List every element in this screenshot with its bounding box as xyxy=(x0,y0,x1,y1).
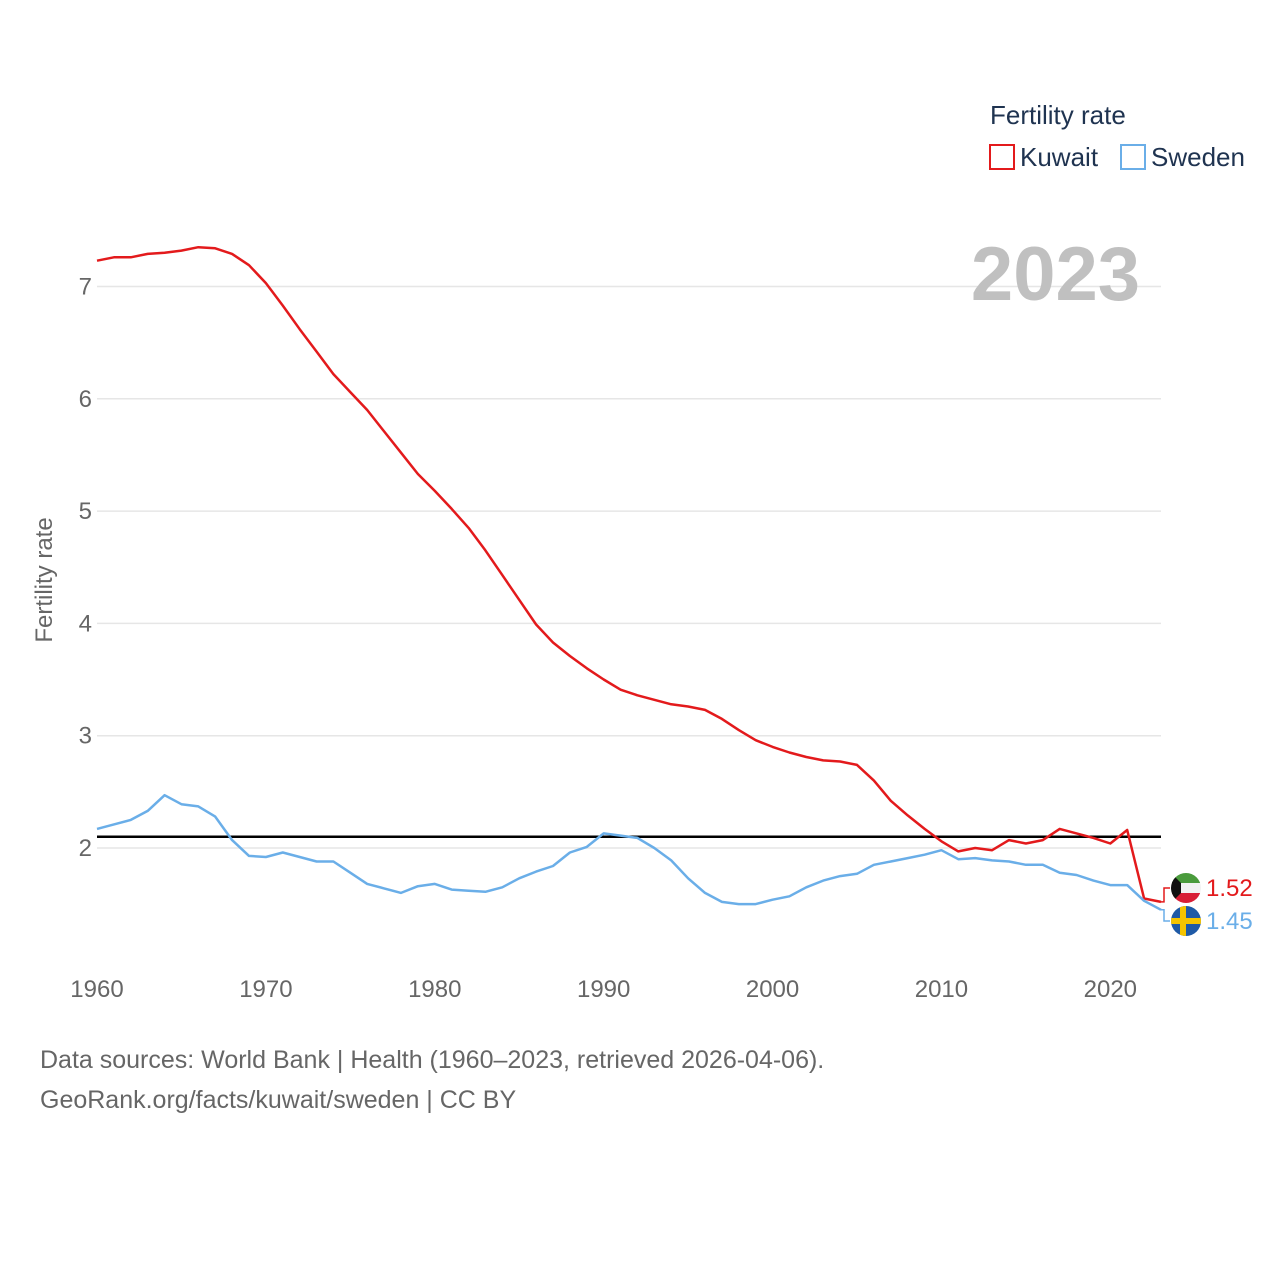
legend-item-sweden[interactable]: Sweden xyxy=(1120,142,1245,172)
x-tick-label: 1980 xyxy=(408,976,461,1003)
series-line-kuwait[interactable] xyxy=(96,245,1162,904)
y-tick-label: 7 xyxy=(79,274,92,301)
y-tick-label: 5 xyxy=(79,498,92,525)
end-value-label-sweden: 1.45 xyxy=(1206,908,1253,935)
end-value-label-kuwait: 1.52 xyxy=(1206,875,1253,902)
x-tick-label: 1960 xyxy=(70,976,123,1003)
y-tick-label: 3 xyxy=(79,723,92,750)
attribution-line[interactable]: GeoRank.org/facts/kuwait/sweden | CC BY xyxy=(40,1086,517,1114)
legend-title: Fertility rate xyxy=(990,100,1126,130)
y-axis-ticks: 2 3 4 5 6 7 xyxy=(79,274,92,863)
source-note: Data sources: World Bank | Health (1960–… xyxy=(40,1040,824,1120)
end-connector-sweden xyxy=(1161,909,1170,922)
end-labels: 1.52 1.45 xyxy=(1161,873,1253,936)
gridlines xyxy=(97,285,1161,849)
y-tick-label: 4 xyxy=(79,610,92,637)
source-line: Data sources: World Bank | Health (1960–… xyxy=(40,1046,825,1074)
legend-swatch-kuwait xyxy=(989,144,1015,170)
x-tick-label: 1990 xyxy=(577,976,630,1003)
x-tick-label: 2020 xyxy=(1084,976,1137,1003)
legend: Fertility rate Kuwait Sweden xyxy=(989,100,1245,172)
sweden-flag-icon xyxy=(1171,906,1201,936)
x-tick-label: 1970 xyxy=(239,976,292,1003)
y-axis-label: Fertility rate xyxy=(31,517,58,642)
y-tick-label: 2 xyxy=(79,835,92,862)
end-connector-kuwait xyxy=(1161,887,1170,903)
x-tick-label: 2010 xyxy=(915,976,968,1003)
x-tick-label: 2000 xyxy=(746,976,799,1003)
year-label: 2023 xyxy=(971,232,1140,317)
kuwait-flag-icon xyxy=(1171,873,1201,903)
y-tick-label: 6 xyxy=(79,386,92,413)
fertility-rate-chart: 2 3 4 5 6 7 1960 1970 1980 1990 2000 2010 2020 Fert… xyxy=(31,100,1253,1003)
legend-label-kuwait: Kuwait xyxy=(1020,142,1099,172)
x-axis-ticks: 1960 1970 1980 1990 2000 2010 2020 xyxy=(70,976,1137,1003)
legend-swatch-sweden xyxy=(1120,144,1146,170)
legend-label-sweden: Sweden xyxy=(1151,142,1245,172)
series-lines xyxy=(96,245,1162,911)
legend-item-kuwait[interactable]: Kuwait xyxy=(989,142,1099,172)
series-line-sweden[interactable] xyxy=(96,793,1162,911)
